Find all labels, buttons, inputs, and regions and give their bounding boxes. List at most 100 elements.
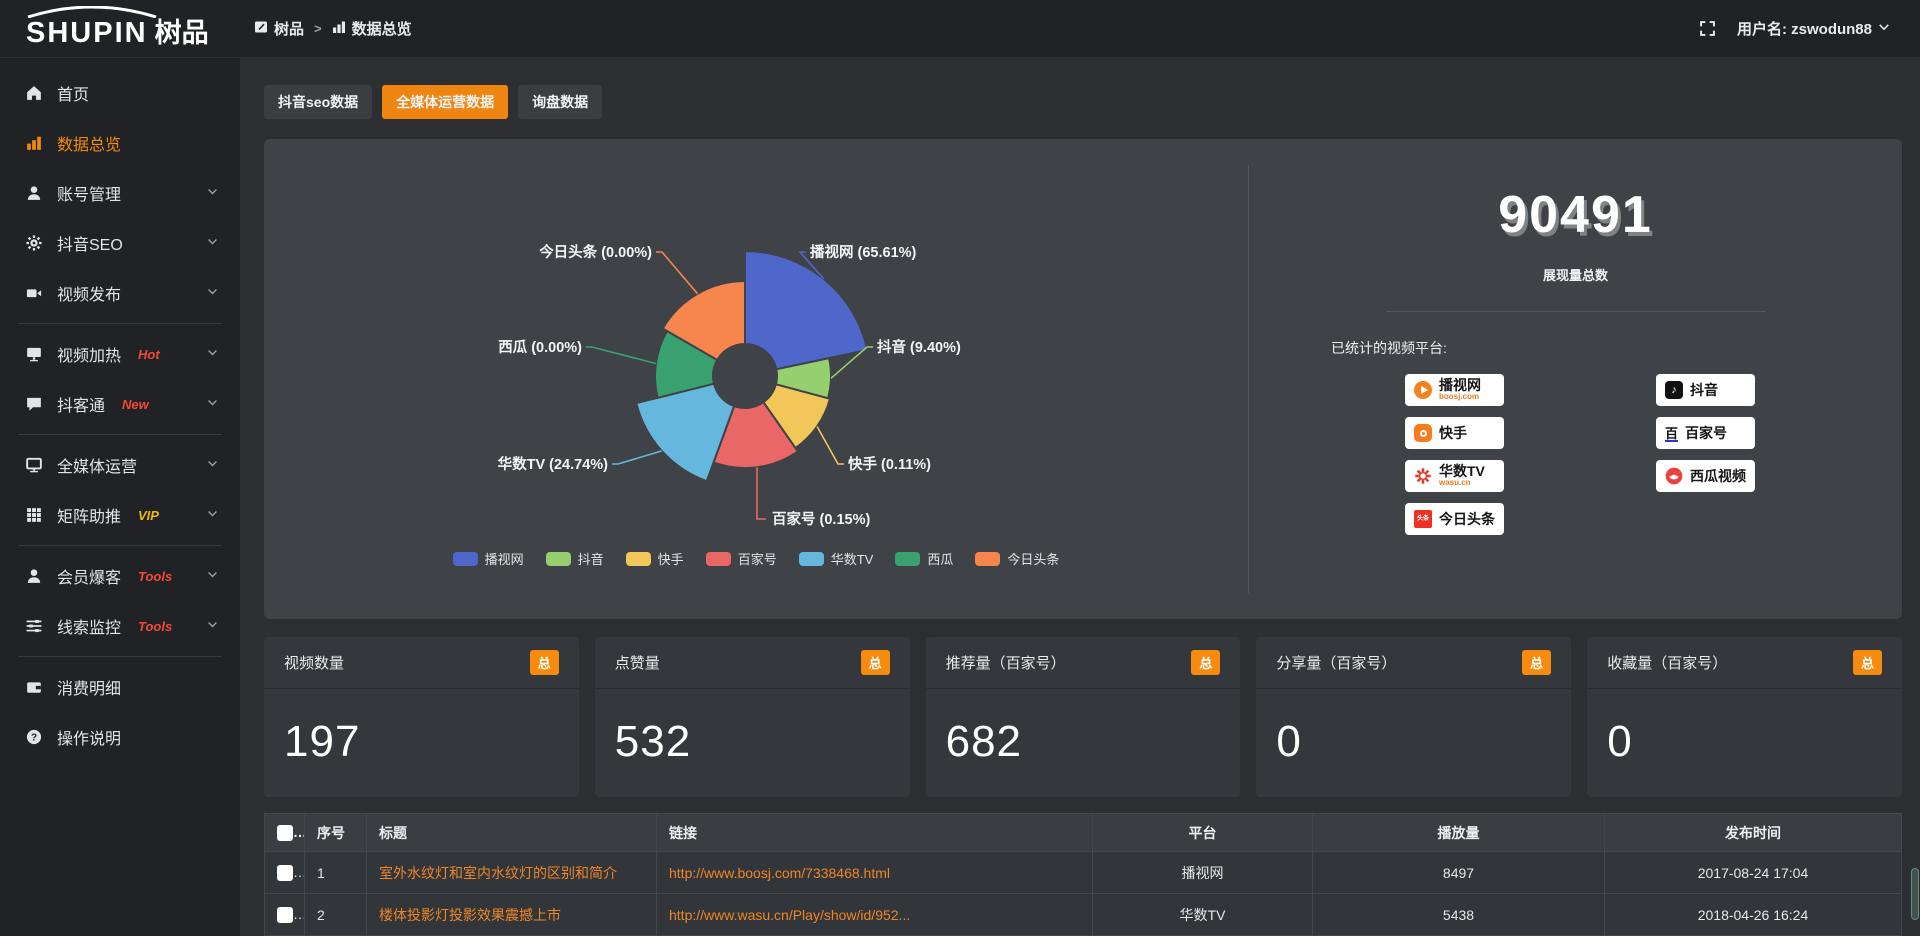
- cell-title[interactable]: 室外水纹灯和室内水纹灯的区别和简介: [366, 851, 657, 894]
- platform-name: 华数TV: [1439, 463, 1485, 480]
- row-checkbox[interactable]: [277, 907, 293, 924]
- sidebar-item-视频加热[interactable]: 视频加热 Hot: [0, 329, 240, 379]
- impressions-summary: 90491 展现量总数 已统计的视频平台: 播视网 boosj.com 快手 华数TV…: [1248, 165, 1902, 593]
- sidebar-item-label: 矩阵助推: [57, 509, 122, 526]
- table-row: 1 室外水纹灯和室内水纹灯的区别和简介 http://www.boosj.com/7…: [264, 851, 1902, 894]
- stat-card-点赞量: 点赞量 总 532: [594, 637, 910, 797]
- pie-label-leader: [798, 251, 825, 280]
- total-impressions-label: 展现量总数: [1542, 268, 1608, 283]
- sidebar-divider: [18, 434, 222, 435]
- topbar-right: 用户名: zswodun88: [1700, 18, 1920, 39]
- sidebar-item-矩阵助推[interactable]: 矩阵助推 VIP: [0, 490, 240, 540]
- cell-platform: 华数TV: [1092, 893, 1313, 936]
- chevron-down-icon: [208, 461, 217, 467]
- sidebar-item-label: 数据总览: [57, 137, 122, 154]
- bar-chart-icon: [27, 136, 41, 150]
- tab-抖音seo数据[interactable]: 抖音seo数据: [264, 85, 373, 119]
- total-badge: 总: [1852, 650, 1882, 675]
- stat-card-title: 收藏量（百家号）: [1607, 655, 1728, 672]
- legend-item-西瓜[interactable]: 西瓜: [895, 549, 953, 568]
- svg-text:?: ?: [31, 733, 37, 744]
- sidebar-item-账号管理[interactable]: 账号管理: [0, 168, 240, 218]
- legend-item-华数TV[interactable]: 华数TV: [798, 549, 873, 568]
- stat-card-title: 分享量（百家号）: [1276, 655, 1397, 672]
- pie-slice-华数TV[interactable]: [635, 382, 736, 483]
- boosj-logo-icon: [1414, 381, 1432, 399]
- chat-bubble-icon: [27, 397, 41, 411]
- breadcrumb-item-shupin[interactable]: 树品: [254, 18, 304, 39]
- total-badge: 总: [1191, 650, 1221, 675]
- cell-title[interactable]: 楼体投影灯投影效果震撼上市: [366, 893, 657, 936]
- wallet-icon: [27, 682, 41, 693]
- platform-badge-西瓜视频: 西瓜视频: [1656, 460, 1755, 492]
- sidebar-item-抖音SEO[interactable]: 抖音SEO: [0, 218, 240, 268]
- chart-legend: 播视网 抖音 快手 百家号 华数TV 西瓜 今日头条: [264, 549, 1248, 568]
- pie-label-leader: [830, 346, 873, 379]
- cell-link[interactable]: http://www.wasu.cn/Play/show/id/952...: [656, 893, 1093, 936]
- sidebar-item-tag: Tools: [138, 568, 173, 584]
- total-badge: 总: [1522, 650, 1552, 675]
- logo-arc: [27, 5, 157, 18]
- pie-slice-今日头条[interactable]: [661, 279, 746, 362]
- pie-slice-西瓜[interactable]: [654, 329, 719, 400]
- legend-swatch: [545, 551, 571, 566]
- cell-time: 2018-04-26 16:24: [1604, 893, 1902, 936]
- legend-item-抖音[interactable]: 抖音: [545, 549, 604, 568]
- bar-chart-icon-icon: [332, 21, 345, 33]
- sidebar-item-线索监控[interactable]: 线索监控 Tools: [0, 601, 240, 651]
- pie-slice-快手[interactable]: [762, 383, 832, 450]
- sidebar-item-label: 首页: [57, 87, 90, 104]
- sidebar-item-首页[interactable]: 首页: [0, 68, 240, 118]
- legend-label: 播视网: [484, 552, 524, 567]
- total-badge: 总: [529, 650, 559, 675]
- sidebar-item-数据总览[interactable]: 数据总览: [0, 118, 240, 168]
- cell-no: 1: [304, 851, 367, 894]
- sidebar-item-会员爆客[interactable]: 会员爆客 Tools: [0, 551, 240, 601]
- gear-icon: [26, 235, 42, 251]
- tab-询盘数据[interactable]: 询盘数据: [518, 85, 603, 119]
- legend-item-播视网[interactable]: 播视网: [452, 549, 524, 568]
- legend-label: 抖音: [577, 552, 604, 567]
- sidebar-item-操作说明[interactable]: ? 操作说明: [0, 712, 240, 762]
- sidebar-item-抖客通[interactable]: 抖客通 New: [0, 379, 240, 429]
- sidebar-item-label: 线索监控: [57, 620, 122, 637]
- legend-item-百家号[interactable]: 百家号: [705, 549, 777, 568]
- cell-link[interactable]: http://www.boosj.com/7338468.html: [656, 851, 1093, 894]
- baijiahao-logo-icon: 百: [1665, 425, 1679, 442]
- legend-swatch: [452, 551, 478, 566]
- tab-全媒体运营数据[interactable]: 全媒体运营数据: [382, 85, 509, 119]
- table-header-row: 序号 标题 链接 平台 播放量 发布时间: [264, 813, 1902, 852]
- platform-badge-grid: 播视网 boosj.com 快手 华数TV wasu.cn 头条 今日头条 ♪ 抖音百百家号 西瓜…: [1405, 374, 1755, 535]
- scrollbar-thumb[interactable]: [1911, 868, 1919, 920]
- platform-subtext: boosj.com: [1439, 392, 1480, 402]
- legend-swatch: [975, 551, 1001, 566]
- col-header-link: 链接: [656, 813, 1093, 852]
- breadcrumb-item-data-overview[interactable]: 数据总览: [332, 18, 412, 39]
- row-checkbox[interactable]: [277, 865, 293, 882]
- user-menu[interactable]: 用户名: zswodun88: [1737, 18, 1890, 39]
- legend-item-今日头条[interactable]: 今日头条: [975, 549, 1059, 568]
- cell-time: 2017-08-24 17:04: [1604, 851, 1902, 894]
- sidebar-item-label: 视频加热: [57, 348, 122, 365]
- screen-play-icon: [27, 347, 41, 362]
- cell-no: 2: [304, 893, 367, 936]
- topbar: SHUPIN 树品 树品 > 数据总览 用户名: zswodun88: [0, 0, 1920, 58]
- pie-slice-播视网[interactable]: [744, 249, 869, 371]
- pie-slice-百家号[interactable]: [712, 400, 800, 470]
- sidebar-item-全媒体运营[interactable]: 全媒体运营: [0, 440, 240, 490]
- select-all-checkbox[interactable]: [277, 825, 293, 842]
- sidebar-divider: [18, 656, 222, 657]
- legend-label: 今日头条: [1007, 552, 1060, 567]
- platform-name: 快手: [1439, 424, 1467, 441]
- total-badge: 总: [860, 650, 890, 675]
- sidebar-item-消费明细[interactable]: 消费明细: [0, 662, 240, 712]
- legend-item-快手[interactable]: 快手: [625, 549, 684, 568]
- fullscreen-button[interactable]: [1700, 21, 1715, 36]
- cell-views: 8497: [1312, 851, 1605, 894]
- question-circle-icon: ?: [26, 729, 42, 745]
- total-impressions-value: 90491: [1498, 186, 1653, 244]
- video-camera-icon: [26, 289, 42, 298]
- sidebar-item-视频发布[interactable]: 视频发布: [0, 268, 240, 318]
- sidebar-item-tag: New: [122, 396, 149, 412]
